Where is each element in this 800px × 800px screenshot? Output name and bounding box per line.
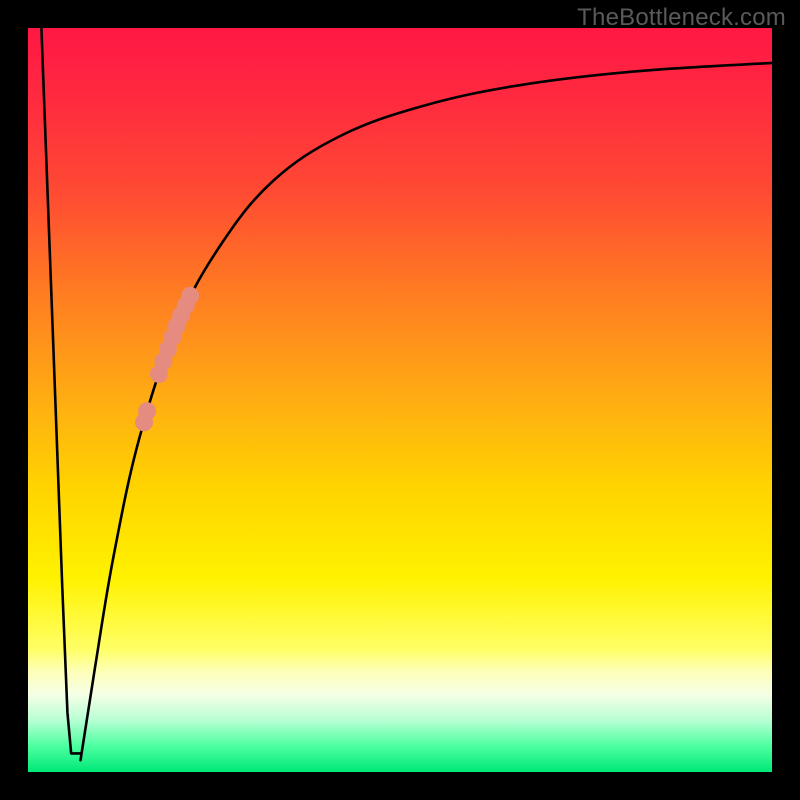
chart-frame: TheBottleneck.com — [0, 0, 800, 800]
watermark-text: TheBottleneck.com — [577, 4, 786, 32]
data-marker — [138, 402, 156, 420]
chart-svg — [0, 0, 800, 800]
data-marker — [181, 287, 199, 305]
plot-background — [28, 28, 772, 772]
